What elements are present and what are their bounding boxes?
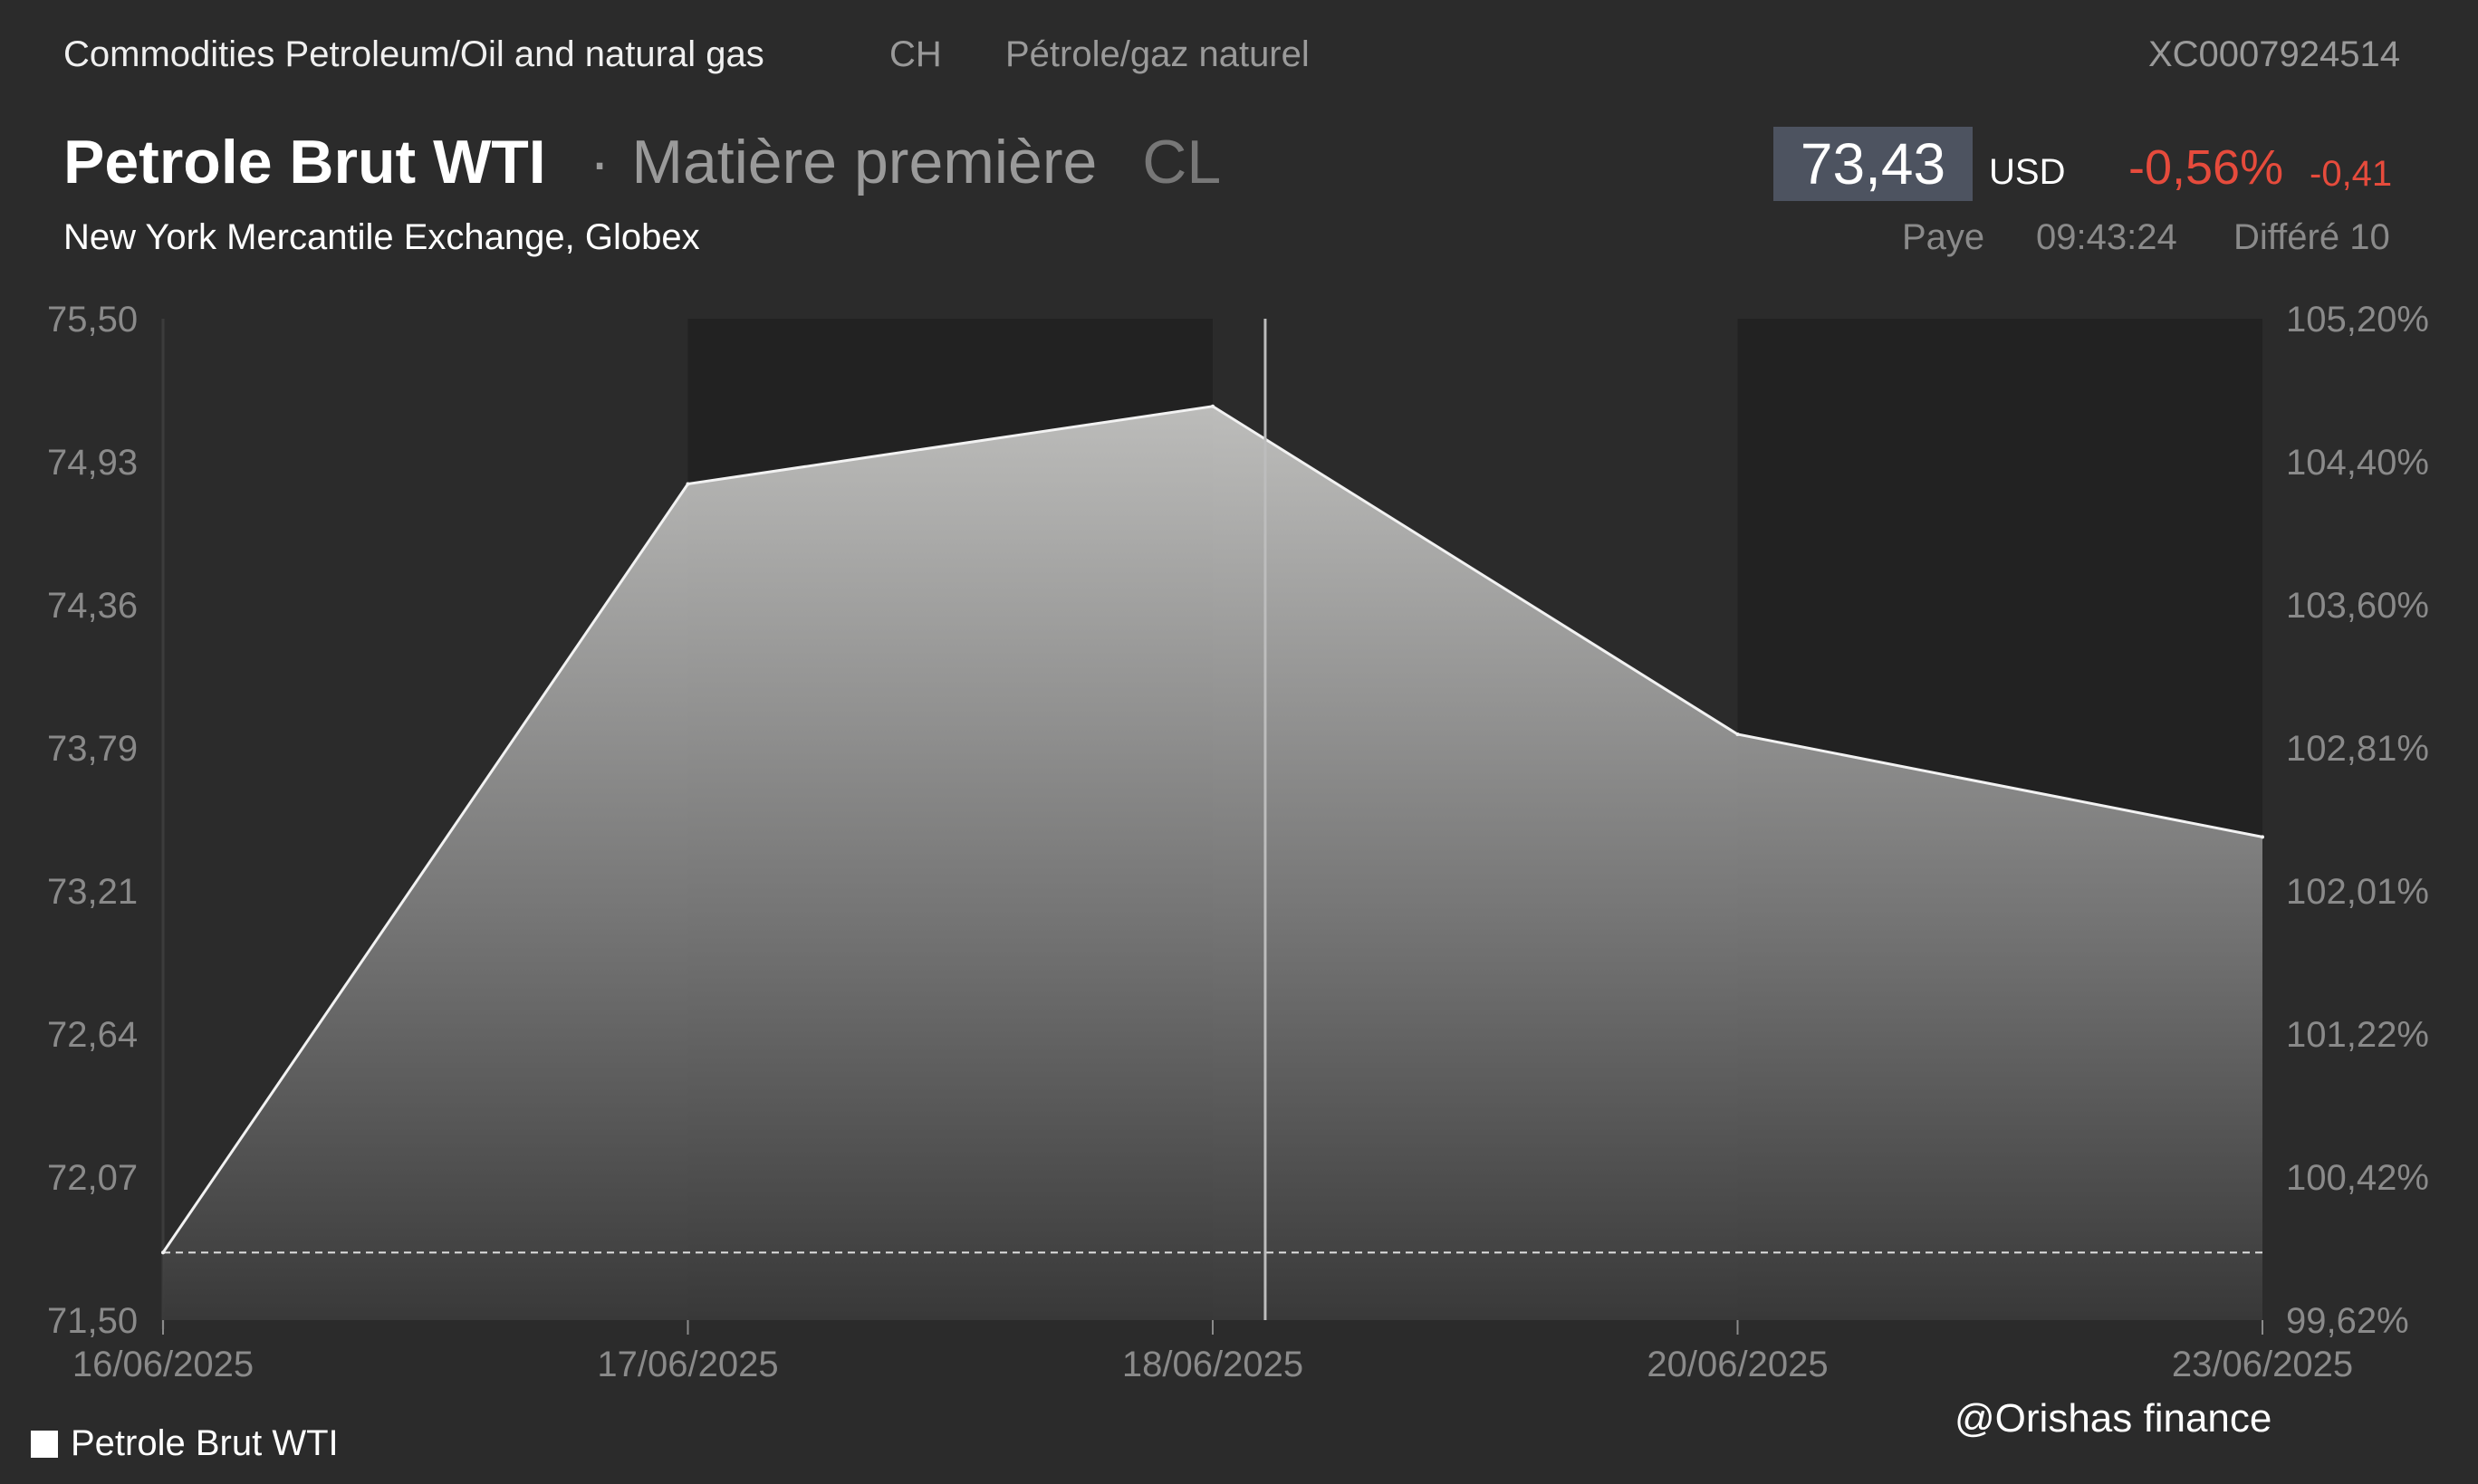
y-tick-label: 73,79 [47,729,138,769]
y-tick-label: 71,50 [47,1301,138,1341]
legend-swatch [31,1431,58,1458]
category-fr-label: Pétrole/gaz naturel [1005,34,1310,74]
x-tick-label: 20/06/2025 [1647,1345,1828,1384]
y-tick-label: 74,93 [47,443,138,483]
y-right-tick-label: 103,60% [2286,586,2429,626]
exchange-name: New York Mercantile Exchange, Globex [63,217,700,257]
category-label: Commodities Petroleum/Oil and natural ga… [63,34,764,74]
change-percent: -0,56% [2128,140,2284,195]
legend-label: Petrole Brut WTI [71,1423,339,1463]
instrument-info-bar: Commodities Petroleum/Oil and natural ga… [63,34,2400,80]
y-tick-label: 75,50 [47,300,138,340]
instrument-name: Petrole Brut WTI [63,128,546,196]
data-point-0 [161,1250,165,1255]
y-tick-label: 72,07 [47,1158,138,1198]
chart-legend[interactable]: Petrole Brut WTI [31,1423,339,1469]
watermark: @Orishas finance [1955,1396,2272,1441]
series-area [163,406,2262,1320]
isin-code: XC0007924514 [2147,34,2400,74]
x-tick-label: 17/06/2025 [597,1345,778,1384]
x-tick-label: 16/06/2025 [72,1345,254,1384]
instrument-symbol: CL [1142,128,1222,196]
y-tick-label: 74,36 [47,586,138,626]
y-right-tick-label: 102,01% [2286,872,2429,912]
x-tick-label: 18/06/2025 [1122,1345,1303,1384]
quote-time: 09:43:24 [2036,217,2177,257]
instrument-type: Matière première [631,128,1098,196]
y-right-tick-label: 100,42% [2286,1158,2429,1198]
price-currency: USD [1989,152,2066,192]
data-point-1 [686,482,690,486]
y-right-tick-label: 99,62% [2286,1301,2409,1341]
y-right-tick-label: 102,81% [2286,729,2429,769]
last-price: 73,43 [1773,127,1973,201]
data-point-4 [2261,835,2264,839]
y-tick-label: 73,21 [47,872,138,912]
y-tick-label: 72,64 [47,1015,138,1055]
instrument-title: Petrole Brut WTI · Matière première CL [63,127,1221,208]
data-point-2 [1211,404,1215,408]
quote-venue: Paye [1902,217,1985,257]
y-right-tick-label: 104,40% [2286,443,2429,483]
x-tick-label: 23/06/2025 [2172,1345,2353,1384]
quote-delay: Différé 10 [2233,217,2390,257]
country-code: CH [889,34,942,74]
title-separator: · [589,128,610,196]
data-point-3 [1735,732,1740,736]
y-right-tick-label: 101,22% [2286,1015,2429,1055]
y-right-tick-label: 105,20% [2286,300,2429,340]
change-absolute: -0,41 [2310,154,2393,194]
